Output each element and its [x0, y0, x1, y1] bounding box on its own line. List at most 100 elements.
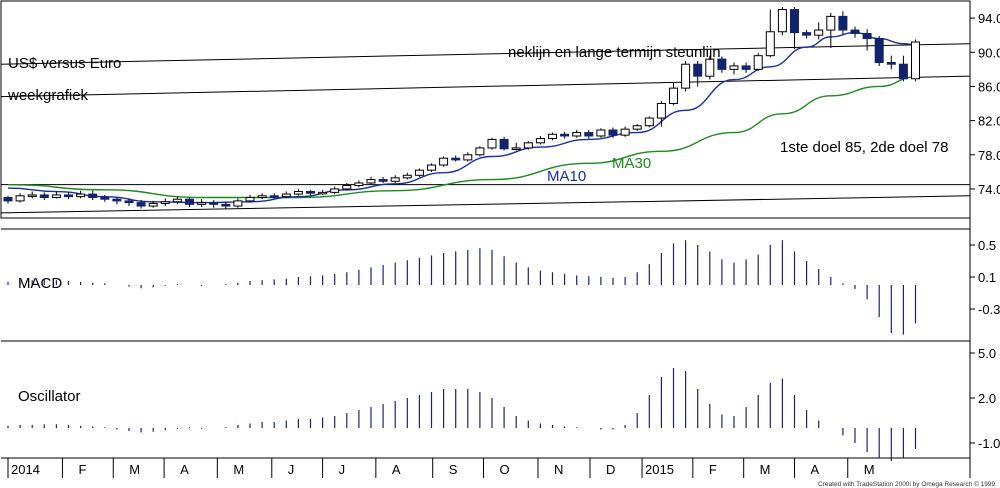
neklijn-annotation: neklijn en lange termijn steunlijn — [508, 44, 721, 61]
candle-body-down — [209, 202, 219, 205]
candle — [390, 175, 400, 183]
candle — [765, 9, 775, 58]
candle-body-up — [511, 147, 521, 150]
candle-body-down — [39, 194, 49, 198]
candle — [620, 126, 630, 137]
candle-body-up — [27, 194, 37, 197]
candle-body-up — [777, 9, 787, 33]
candle-body-up — [548, 133, 557, 140]
ma10-label: MA10 — [547, 168, 586, 185]
candle-body-up — [765, 31, 775, 57]
candle-body-down — [112, 198, 122, 202]
candle-body-down — [269, 195, 279, 198]
candle-body-up — [669, 87, 678, 105]
candle — [245, 194, 255, 203]
candle-body-down — [886, 62, 896, 65]
candle-body-up — [596, 129, 606, 137]
candle — [100, 194, 110, 202]
candle — [366, 176, 376, 185]
month-label: J — [339, 462, 346, 477]
osc-tick-label: -1.0 — [978, 436, 1000, 451]
month-label: D — [606, 462, 615, 477]
candle — [257, 193, 267, 200]
candle-body-down — [898, 63, 908, 80]
candle — [306, 189, 315, 196]
candle-body-up — [281, 193, 291, 198]
candle — [499, 136, 509, 151]
month-label: S — [449, 462, 458, 477]
candle — [185, 197, 194, 207]
candle — [850, 26, 860, 38]
candle-body-up — [366, 179, 376, 184]
candle — [705, 55, 715, 80]
candle — [523, 141, 533, 150]
candle-body-down — [850, 29, 860, 34]
trend-lines — [0, 43, 971, 214]
targets-annotation: 1ste doel 85, 2de doel 78 — [780, 139, 948, 156]
candle — [451, 155, 461, 162]
candle-body-down — [185, 198, 194, 205]
macd-tick-label: -0.3 — [978, 302, 1000, 317]
candle — [475, 146, 485, 157]
candle-body-down — [451, 157, 461, 161]
candle — [318, 189, 328, 195]
candle-body-up — [197, 202, 207, 205]
month-label: M — [760, 462, 771, 477]
candle — [862, 29, 872, 51]
candle — [124, 198, 134, 207]
candlesticks — [3, 6, 920, 209]
price-tick-label: 90.0 — [978, 45, 1000, 60]
candle — [378, 176, 388, 183]
credit-text: Created with TradeStation 2000i by Omega… — [818, 480, 996, 488]
candle-body-up — [160, 201, 170, 204]
candle — [596, 128, 606, 138]
month-label: M — [233, 462, 244, 477]
candle-body-up — [753, 55, 763, 70]
candle — [681, 60, 691, 92]
ma10-line — [7, 31, 916, 204]
candle — [584, 130, 594, 139]
candle — [814, 22, 824, 40]
candle-body-up — [76, 193, 86, 198]
candle-body-up — [826, 15, 836, 31]
month-label: F — [709, 462, 717, 477]
candle-body-up — [15, 195, 25, 202]
candle-body-up — [293, 191, 303, 195]
candle-body-up — [911, 41, 920, 80]
candle-body-up — [656, 103, 666, 119]
candle — [427, 163, 436, 172]
candle — [560, 131, 570, 139]
candle — [281, 191, 291, 199]
month-label: A — [392, 462, 401, 477]
candle — [76, 190, 86, 199]
candle — [572, 130, 582, 138]
candle — [3, 195, 13, 204]
candle-body-down — [717, 58, 727, 70]
candle-body-down — [874, 38, 884, 64]
candle — [15, 193, 25, 203]
candle-body-down — [3, 196, 13, 202]
candle — [777, 6, 787, 36]
candle — [874, 36, 884, 66]
candle-body-up — [342, 185, 352, 190]
macd-histogram — [7, 240, 917, 335]
candle — [838, 11, 848, 36]
trendline-neklijn — [0, 43, 971, 65]
candle — [898, 55, 908, 82]
candle — [511, 142, 521, 151]
candle — [342, 182, 352, 191]
moving-averages — [7, 31, 916, 204]
candle-body-down — [124, 200, 134, 204]
candle-body-up — [523, 142, 533, 149]
candle-body-up — [439, 157, 449, 166]
candle-body-up — [535, 138, 545, 144]
candle — [64, 192, 73, 200]
month-label: J — [288, 462, 295, 477]
month-label: N — [554, 462, 563, 477]
osc-tick-label: 5.0 — [978, 346, 996, 361]
candle — [669, 83, 678, 106]
candle — [233, 198, 243, 208]
candle — [548, 132, 557, 141]
month-label: F — [78, 462, 86, 477]
